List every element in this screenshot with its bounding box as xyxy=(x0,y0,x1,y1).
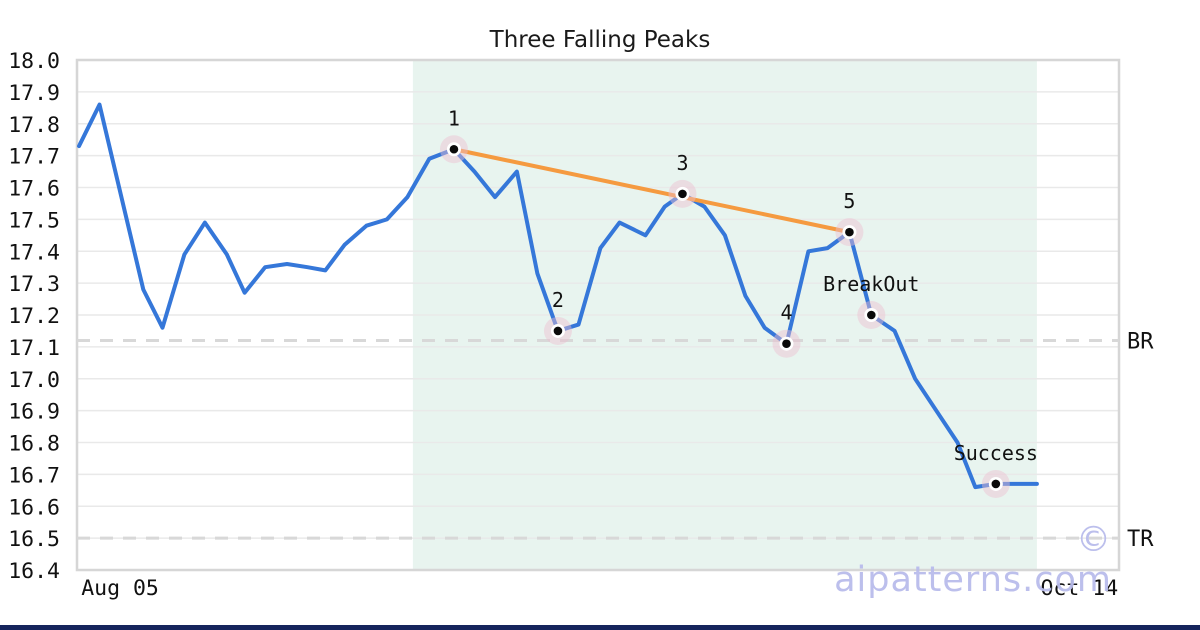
marker-label-3: 3 xyxy=(676,151,688,175)
marker-label-Success: Success xyxy=(954,441,1038,465)
marker-label-1: 1 xyxy=(448,106,460,130)
y-tick-label: 16.8 xyxy=(8,432,60,457)
marker-dot-2 xyxy=(553,326,563,336)
x-tick-label: Aug 05 xyxy=(81,576,159,601)
y-tick-label: 16.9 xyxy=(8,400,60,425)
footer-accent-bar xyxy=(0,625,1200,630)
y-tick-label: 17.4 xyxy=(8,240,60,265)
y-tick-label: 17.9 xyxy=(8,81,60,106)
hline-label-BR: BR xyxy=(1127,330,1154,355)
marker-dot-5 xyxy=(845,227,854,237)
marker-label-BreakOut: BreakOut xyxy=(823,272,919,296)
y-tick-label: 17.1 xyxy=(8,336,60,361)
x-tick-label: Oct 14 xyxy=(1040,576,1118,601)
marker-label-4: 4 xyxy=(780,301,792,325)
trendline xyxy=(451,147,852,235)
marker-label-5: 5 xyxy=(843,189,855,213)
y-tick-label: 16.5 xyxy=(8,527,60,552)
y-tick-label: 17.2 xyxy=(8,304,60,329)
y-tick-label: 18.0 xyxy=(8,49,60,74)
watermark: © aipatterns.com xyxy=(834,520,1112,600)
y-tick-label: 16.7 xyxy=(8,463,60,488)
marker-dot-1 xyxy=(449,144,459,154)
marker-dot-3 xyxy=(678,189,687,199)
marker-dot-4 xyxy=(782,339,791,348)
y-tick-label: 17.8 xyxy=(8,113,60,138)
axes-border xyxy=(75,58,1121,572)
marker-dot-BreakOut xyxy=(867,310,876,320)
marker-dot-Success xyxy=(991,479,1001,489)
y-tick-label: 17.7 xyxy=(8,145,60,170)
y-tick-label: 16.6 xyxy=(8,495,60,520)
hline-label-TR: TR xyxy=(1127,527,1154,552)
chart-title: Three Falling Peaks xyxy=(489,27,711,53)
y-tick-label: 17.0 xyxy=(8,368,60,393)
y-tick-label: 17.6 xyxy=(8,177,60,202)
marker-label-2: 2 xyxy=(552,288,564,312)
y-tick-label: 17.5 xyxy=(8,208,60,233)
y-tick-label: 16.4 xyxy=(8,559,60,584)
y-tick-label: 17.3 xyxy=(8,272,60,297)
price-line xyxy=(77,102,1039,490)
